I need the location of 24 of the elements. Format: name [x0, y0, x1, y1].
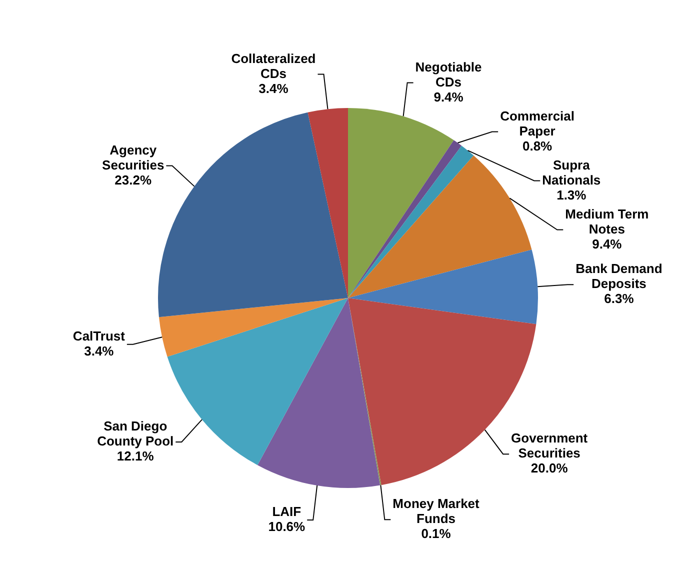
data-label: 9.4%	[434, 89, 464, 104]
slice-label: Negotiable CDs	[415, 59, 482, 90]
slice-label: San Diego County Pool	[97, 418, 174, 449]
slice-label: Money Market Funds	[392, 496, 480, 526]
slice-label: Commercial Paper	[500, 108, 574, 138]
slice-label: LAIF	[272, 504, 302, 520]
data-label: 3.4%	[84, 343, 114, 358]
slice-label: Government Securities	[511, 430, 588, 461]
data-label: 9.4%	[592, 236, 622, 252]
slice-label: Bank Demand Deposits	[576, 261, 662, 292]
slice-label: Supra Nationals	[542, 157, 601, 188]
data-label: 23.2%	[114, 172, 152, 188]
data-label: 10.6%	[268, 519, 306, 534]
slice-label: Collateralized CDs	[231, 50, 316, 81]
data-label: 1.3%	[556, 187, 587, 202]
slice-label: CalTrust	[72, 328, 126, 344]
data-label: 0.1%	[421, 526, 452, 542]
data-label: 3.4%	[258, 80, 289, 96]
data-label: 6.3%	[604, 291, 634, 306]
slice-label: Agency Securities	[102, 142, 164, 172]
data-label: 20.0%	[530, 460, 568, 476]
slice-label: Medium Term Notes	[565, 206, 649, 236]
data-label: 0.8%	[522, 138, 553, 154]
data-label: 12.1%	[116, 448, 154, 464]
